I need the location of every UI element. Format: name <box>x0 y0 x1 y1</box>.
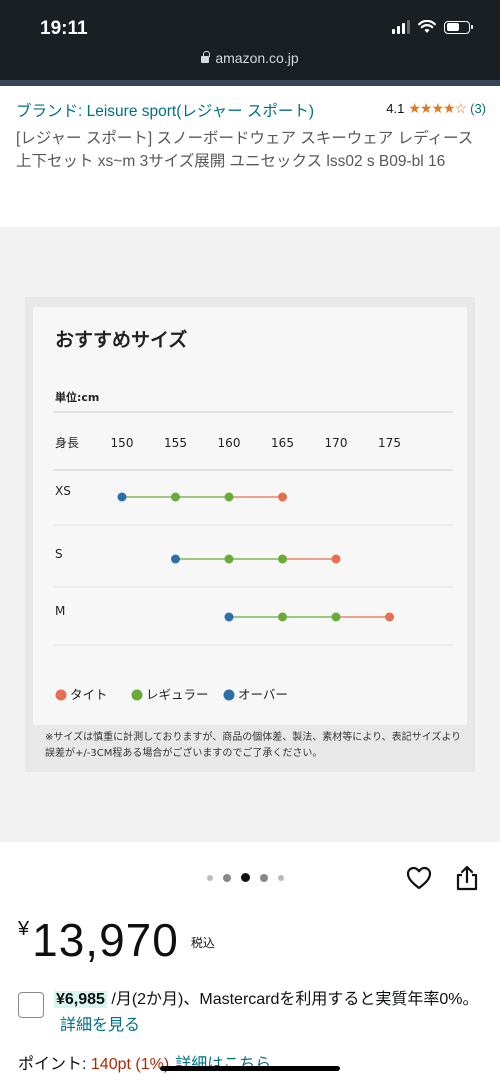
size-row-label: S <box>55 547 63 561</box>
gallery-dot[interactable] <box>278 874 284 881</box>
regular-point <box>224 492 234 502</box>
regular-point <box>331 612 341 622</box>
installment-details-link[interactable]: 詳細を見る <box>60 1017 141 1034</box>
share-icon[interactable] <box>453 864 481 892</box>
star-rating-icon: ★★★★☆ <box>408 100 467 116</box>
legend-over-label: オーバー <box>238 687 288 702</box>
regular-point <box>278 612 287 622</box>
over-point <box>117 492 127 502</box>
regular-point <box>171 492 180 502</box>
height-label: 身長 <box>55 435 79 450</box>
legend-tight-marker <box>55 689 67 701</box>
legend-regular-marker <box>131 689 143 701</box>
price-block: ¥ 13,970 税込 <box>18 910 215 970</box>
installment-description: /月(2か月)、Mastercardを利用すると実質年率0%。 <box>106 991 479 1008</box>
size-chart-graphic: 単位:cm 身長 150 155 160 165 170 175 XS S M タイト レギュラー オーバ… <box>53 390 453 702</box>
gallery-dot[interactable] <box>207 874 213 881</box>
rating-count[interactable]: (3) <box>470 101 486 116</box>
currency-symbol: ¥ <box>18 918 30 940</box>
battery-icon <box>444 20 473 34</box>
regular-point <box>278 554 287 564</box>
product-image-gallery[interactable]: おすすめサイズ 単位:cm 身長 150 155 160 165 170 175 XS S M タイト… <box>0 227 500 842</box>
lock-icon <box>201 51 210 63</box>
height-tick-label: 175 <box>378 436 401 450</box>
legend-over-marker <box>223 689 235 701</box>
gallery-dot[interactable] <box>223 873 231 882</box>
over-point <box>171 554 180 564</box>
tight-point <box>385 612 394 622</box>
points-value: 140pt <box>90 1056 131 1073</box>
height-tick-label: 155 <box>164 436 187 450</box>
wifi-icon <box>418 20 436 33</box>
url-text: amazon.co.jp <box>215 50 299 66</box>
height-tick-label: 160 <box>218 436 241 450</box>
product-header: ブランド: Leisure sport(レジャー スポート) 4.1 ★★★★☆… <box>16 100 486 173</box>
price-value: 13,970 <box>32 914 179 966</box>
legend-tight-label: タイト <box>70 687 108 702</box>
size-row-label: M <box>55 604 65 618</box>
rating-value: 4.1 <box>386 101 405 116</box>
installment-offer: ¥6,985 /月(2か月)、Mastercardを利用すると実質年率0%。詳細… <box>54 987 484 1039</box>
rating-summary[interactable]: 4.1 ★★★★☆ (3) <box>386 100 486 117</box>
url-bar[interactable]: amazon.co.jp <box>0 50 500 66</box>
unit-label: 単位:cm <box>55 390 99 404</box>
gallery-dot-active[interactable] <box>241 873 250 882</box>
points-label: ポイント: <box>18 1056 91 1073</box>
points-info: ポイント: 140pt (1%) 詳細はこちら <box>18 1052 271 1078</box>
over-point <box>224 612 234 622</box>
installment-amount: ¥6,985 <box>54 991 107 1008</box>
size-chart-image: おすすめサイズ 単位:cm 身長 150 155 160 165 170 175 XS S M タイト… <box>25 297 475 772</box>
gallery-dot[interactable] <box>260 873 268 882</box>
size-chart-title: おすすめサイズ <box>55 329 188 351</box>
brand-link[interactable]: ブランド: Leisure sport(レジャー スポート) <box>16 103 315 120</box>
gallery-dots <box>207 873 284 882</box>
installment-checkbox[interactable] <box>18 992 44 1018</box>
tax-label: 税込 <box>190 936 215 950</box>
regular-point <box>224 554 234 564</box>
home-indicator <box>160 1066 340 1071</box>
signal-icon <box>392 20 410 34</box>
status-icons <box>392 20 473 34</box>
size-row-label: XS <box>55 484 71 498</box>
status-bar: 19:11 amazon.co.jp <box>0 0 500 80</box>
size-chart-note: ※サイズは慎重に計測しておりますが、商品の個体差、製法、素材等により、表記サイズ… <box>45 732 462 759</box>
tight-point <box>331 554 341 564</box>
height-tick-label: 165 <box>271 436 294 450</box>
product-title: [レジャー スポート] スノーボードウェア スキーウェア レディース 上下セット… <box>16 130 474 170</box>
legend-regular-label: レギュラー <box>146 687 209 702</box>
status-time: 19:11 <box>40 18 88 39</box>
size-chart-card: おすすめサイズ 単位:cm 身長 150 155 160 165 170 175 XS S M タイト… <box>33 307 467 725</box>
height-tick-label: 170 <box>325 436 348 450</box>
toolbar-divider <box>0 80 500 86</box>
tight-point <box>278 492 287 502</box>
height-tick-label: 150 <box>111 436 134 450</box>
heart-icon[interactable] <box>405 864 433 892</box>
